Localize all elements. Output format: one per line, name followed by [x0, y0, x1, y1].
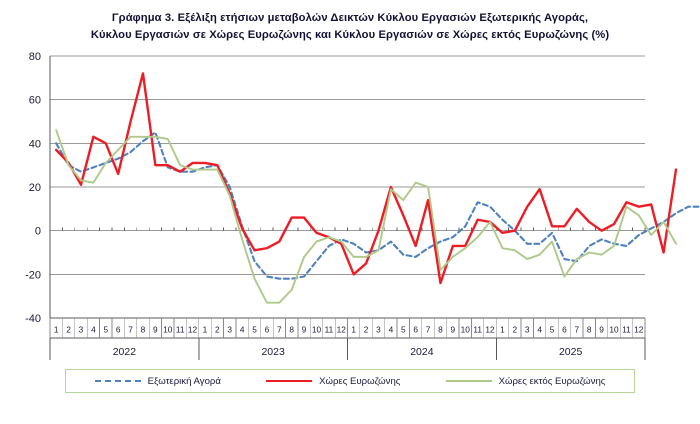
x-axis-month-label-2023-2: 2 — [215, 325, 220, 335]
legend-label-external-market: Εξωτερική Αγορά — [147, 375, 221, 387]
x-axis-month-label-2022-7: 7 — [128, 325, 133, 335]
x-axis-month-label-2024-10: 10 — [461, 325, 471, 335]
x-axis-month-label-2023-8: 8 — [289, 325, 294, 335]
x-axis-month-label-2024-6: 6 — [413, 325, 418, 335]
x-axis-month-label-2025-8: 8 — [587, 325, 592, 335]
chart-title: Γράφημα 3. Εξέλιξη ετήσιων μεταβολών Δει… — [60, 10, 640, 44]
y-axis-tick-label-20: 20 — [29, 182, 41, 194]
legend-label-non-eurozone: Χώρες εκτός Ευρωζώνης — [498, 375, 606, 387]
x-axis-month-label-2024-5: 5 — [401, 325, 406, 335]
series-line-1 — [55, 72, 678, 285]
legend-swatch-solid-red — [266, 380, 313, 382]
x-axis-year-label-2025: 2025 — [559, 346, 583, 358]
legend-item-external-market: Εξωτερική Αγορά — [94, 375, 221, 387]
x-axis-month-label-2024-11: 11 — [473, 325, 482, 335]
x-axis-month-label-2024-4: 4 — [389, 325, 394, 335]
x-axis-month-label-2022-1: 1 — [54, 325, 59, 335]
chart-title-line-1: Γράφημα 3. Εξέλιξη ετήσιων μεταβολών Δει… — [111, 12, 589, 24]
x-axis-month-label-2025-11: 11 — [622, 325, 631, 335]
legend-swatch-solid-green — [445, 380, 492, 382]
x-axis-month-label-2023-1: 1 — [203, 325, 208, 335]
x-axis-month-label-2022-11: 11 — [176, 325, 185, 335]
x-axis-month-label-2025-6: 6 — [562, 325, 567, 335]
x-axis-month-label-2022-6: 6 — [116, 325, 121, 335]
x-axis-month-label-2024-3: 3 — [376, 325, 381, 335]
x-axis-month-label-2025-12: 12 — [634, 325, 644, 335]
x-axis-month-label-2022-3: 3 — [79, 325, 84, 335]
x-axis-month-label-2023-10: 10 — [312, 325, 322, 335]
x-axis-month-label-2025-9: 9 — [599, 325, 604, 335]
y-axis-tick-label-60: 60 — [29, 95, 41, 107]
y-axis-tick-label-0: 0 — [35, 226, 41, 238]
x-axis-month-label-2025-1: 1 — [500, 325, 505, 335]
chart-title-line-2: Κύκλου Εργασιών σε Χώρες Ευρωζώνης και Κ… — [90, 29, 610, 41]
y-axis-tick-label--40: -40 — [25, 313, 41, 325]
x-axis-month-label-2022-5: 5 — [103, 325, 108, 335]
y-axis-tick-label--20: -20 — [25, 269, 41, 281]
x-axis-month-label-2025-5: 5 — [550, 325, 555, 335]
x-axis-month-label-2023-12: 12 — [337, 325, 347, 335]
chart-legend: Εξωτερική Αγορά Χώρες Ευρωζώνης Χώρες εκ… — [65, 369, 635, 393]
x-axis-month-label-2023-7: 7 — [277, 325, 282, 335]
x-axis-month-label-2023-6: 6 — [265, 325, 270, 335]
x-axis-year-label-2023: 2023 — [261, 346, 285, 358]
x-axis-month-label-2022-4: 4 — [91, 325, 96, 335]
x-axis-year-label-2022: 2022 — [113, 346, 137, 358]
x-axis-month-label-2024-2: 2 — [364, 325, 369, 335]
legend-item-eurozone: Χώρες Ευρωζώνης — [266, 376, 400, 387]
x-axis-month-label-2023-11: 11 — [325, 325, 334, 335]
x-axis-month-label-2024-8: 8 — [438, 325, 443, 335]
x-axis-month-label-2023-4: 4 — [240, 325, 245, 335]
series-line-2 — [55, 129, 677, 304]
legend-label-eurozone: Χώρες Ευρωζώνης — [319, 375, 401, 387]
series-line-0 — [55, 131, 700, 280]
legend-item-non-eurozone: Χώρες εκτός Ευρωζώνης — [445, 375, 606, 387]
x-axis-month-label-2022-9: 9 — [153, 325, 158, 335]
x-axis-month-label-2023-9: 9 — [302, 325, 307, 335]
x-axis-month-label-2025-7: 7 — [575, 325, 580, 335]
x-axis-month-label-2023-5: 5 — [252, 325, 257, 335]
x-axis-month-label-2023-3: 3 — [227, 325, 232, 335]
x-axis-month-label-2025-10: 10 — [609, 325, 619, 335]
x-axis-month-label-2022-2: 2 — [66, 325, 71, 335]
y-axis-tick-label-80: 80 — [29, 51, 41, 63]
legend-swatch-dashed-blue — [94, 380, 141, 382]
x-axis-month-label-2022-10: 10 — [163, 325, 173, 335]
x-axis-month-label-2025-3: 3 — [525, 325, 530, 335]
x-axis-month-label-2025-4: 4 — [537, 325, 542, 335]
x-axis-month-label-2024-7: 7 — [426, 325, 431, 335]
y-axis-tick-label-40: 40 — [29, 138, 41, 150]
x-axis-month-label-2022-12: 12 — [188, 325, 198, 335]
x-axis-month-label-2024-9: 9 — [451, 325, 456, 335]
x-axis-month-label-2025-2: 2 — [513, 325, 518, 335]
x-axis-month-label-2024-12: 12 — [485, 325, 495, 335]
x-axis-month-label-2022-8: 8 — [141, 325, 146, 335]
x-axis-year-label-2024: 2024 — [410, 346, 434, 358]
x-axis-month-label-2024-1: 1 — [351, 325, 356, 335]
